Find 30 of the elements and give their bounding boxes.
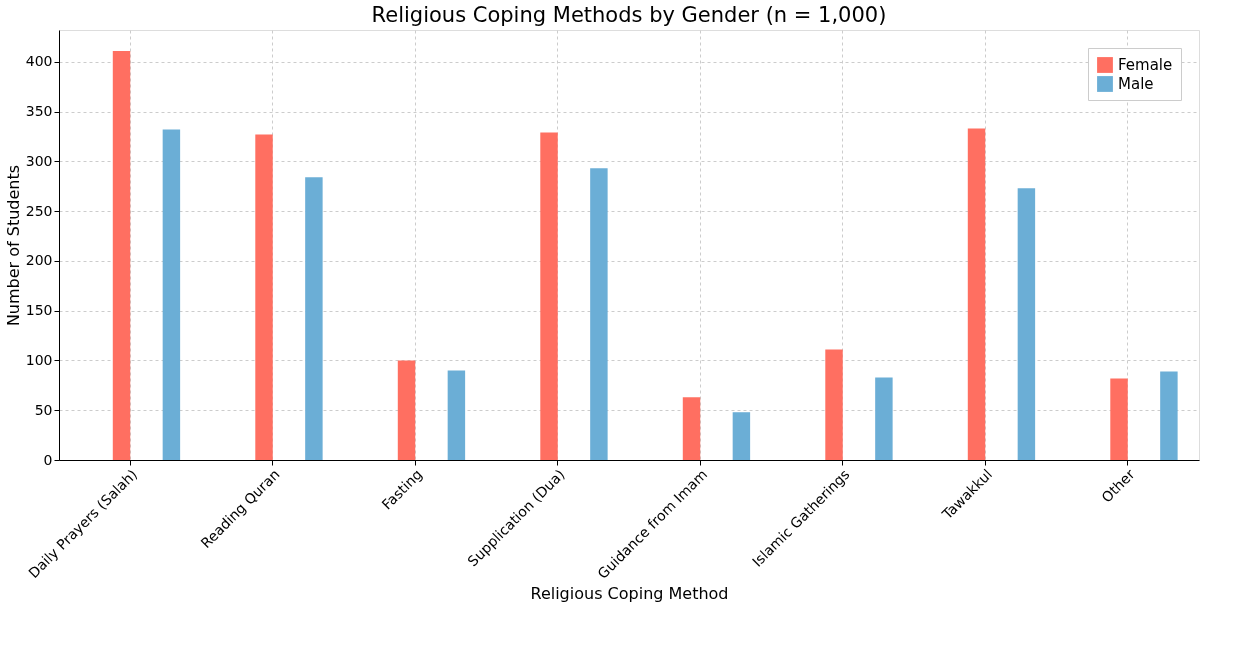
y-tick-label: 150 [25, 302, 53, 319]
x-axis-title: Religious Coping Method [530, 583, 729, 603]
y-tick-label: 0 [43, 451, 53, 468]
y-tick-label: 50 [34, 401, 53, 418]
y-tick-label: 300 [25, 152, 53, 169]
bar [682, 397, 701, 460]
chart-title: Religious Coping Methods by Gender (n = 1,000) [371, 3, 887, 27]
legend-label: Female [1118, 56, 1173, 74]
bar [255, 134, 273, 460]
y-tick-label: 250 [25, 202, 53, 219]
y-tick-label: 100 [25, 351, 53, 368]
bar [447, 370, 466, 460]
bar [1160, 371, 1178, 460]
legend-label: Male [1118, 75, 1154, 93]
bar [732, 412, 751, 460]
bar [162, 129, 181, 460]
y-tick-label: 400 [25, 53, 53, 70]
y-axis-title: Number of Students [3, 164, 23, 327]
bar [112, 50, 131, 460]
y-tick-label: 350 [25, 103, 53, 120]
bar [305, 177, 323, 460]
bar [825, 349, 843, 460]
bar [540, 132, 558, 460]
y-tick-label: 200 [25, 252, 53, 269]
bar [875, 377, 893, 460]
bar [590, 168, 608, 460]
bar [967, 128, 986, 460]
bar [1017, 188, 1036, 460]
bar [1110, 378, 1128, 460]
bar [397, 360, 416, 460]
